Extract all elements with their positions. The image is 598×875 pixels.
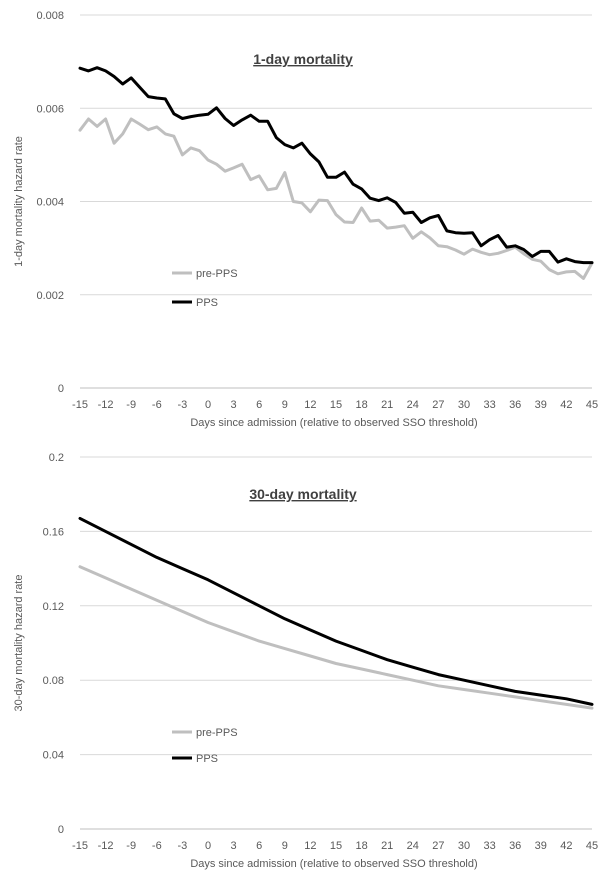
x-tick-label: 45 (586, 399, 598, 411)
x-tick-label: 15 (330, 399, 342, 411)
y-tick-label: 0.004 (36, 197, 64, 209)
x-tick-label: -9 (126, 399, 136, 411)
x-tick-label: 15 (330, 840, 342, 852)
y-tick-label: 0.08 (43, 675, 64, 687)
y-tick-label: 0.2 (49, 452, 64, 464)
x-tick-label: 42 (560, 399, 572, 411)
x-tick-label: 36 (509, 399, 521, 411)
x-tick-label: 9 (282, 399, 288, 411)
x-tick-label: 12 (304, 840, 316, 852)
y-axis-title: 1-day mortality hazard rate (13, 136, 25, 267)
x-tick-label: 0 (205, 399, 211, 411)
y-tick-label: 0.04 (43, 750, 64, 762)
y-axis-title: 30-day mortality hazard rate (13, 575, 25, 712)
x-tick-label: 0 (205, 840, 211, 852)
x-tick-label: 30 (458, 399, 470, 411)
series-line-pre-pps (78, 565, 594, 710)
x-tick-label: 3 (231, 399, 237, 411)
chart-title: 1-day mortality (253, 51, 353, 67)
x-tick-label: 33 (483, 399, 495, 411)
series-line-pps (78, 516, 594, 706)
x-tick-label: -15 (72, 399, 88, 411)
x-tick-label: -3 (178, 840, 188, 852)
x-tick-label: -3 (178, 399, 188, 411)
x-tick-label: 21 (381, 840, 393, 852)
y-tick-label: 0.002 (36, 290, 64, 302)
x-tick-label: 27 (432, 840, 444, 852)
x-tick-label: -9 (126, 840, 136, 852)
legend-label-pre-pps: pre-PPS (196, 268, 238, 280)
legend-label-pre-pps: pre-PPS (196, 727, 238, 739)
series-line-pre-pps (78, 117, 594, 280)
y-tick-label: 0 (58, 383, 64, 395)
x-tick-label: 45 (586, 840, 598, 852)
x-tick-label: 24 (407, 840, 419, 852)
x-tick-label: -12 (98, 399, 114, 411)
x-tick-label: 27 (432, 399, 444, 411)
x-tick-label: -15 (72, 840, 88, 852)
x-tick-label: 12 (304, 399, 316, 411)
chart-30-day-mortality: 00.040.080.120.160.2-15 -12 -9 -6 -3 0 3 6 9 12 15… (13, 452, 598, 870)
x-tick-label: 6 (256, 840, 262, 852)
x-tick-label: 3 (231, 840, 237, 852)
x-tick-label: -6 (152, 399, 162, 411)
y-tick-label: 0.12 (43, 601, 64, 613)
x-tick-label: 9 (282, 840, 288, 852)
x-tick-label: 39 (535, 399, 547, 411)
y-tick-label: 0 (58, 824, 64, 836)
x-axis-title: Days since admission (relative to observ… (190, 858, 477, 870)
x-axis-title: Days since admission (relative to observ… (190, 417, 477, 429)
x-tick-label: 42 (560, 840, 572, 852)
x-tick-label: 18 (355, 840, 367, 852)
x-tick-label: 36 (509, 840, 521, 852)
y-tick-label: 0.16 (43, 526, 64, 538)
x-tick-label: 30 (458, 840, 470, 852)
chart-title: 30-day mortality (249, 486, 357, 502)
series-line-pps (78, 66, 594, 265)
x-tick-label: 21 (381, 399, 393, 411)
x-tick-label: -12 (98, 840, 114, 852)
x-tick-label: 39 (535, 840, 547, 852)
x-tick-label: 18 (355, 399, 367, 411)
y-tick-label: 0.006 (36, 103, 64, 115)
x-tick-label: 24 (407, 399, 419, 411)
legend-label-pps: PPS (196, 297, 218, 309)
y-tick-label: 0.008 (36, 10, 64, 22)
legend-label-pps: PPS (196, 753, 218, 765)
x-tick-label: 33 (483, 840, 495, 852)
x-tick-label: 6 (256, 399, 262, 411)
x-tick-label: -6 (152, 840, 162, 852)
